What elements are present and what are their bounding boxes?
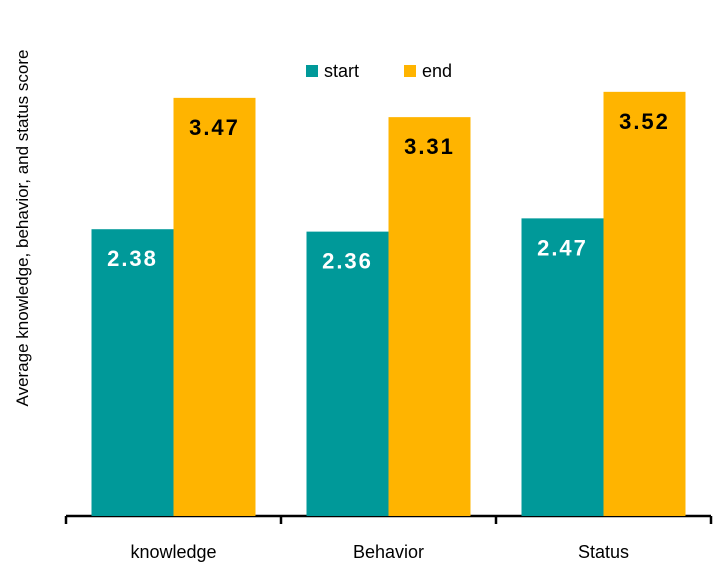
bar-end-behavior (388, 117, 471, 517)
bar-start-knowledge (91, 229, 174, 516)
legend-swatch-end (404, 65, 416, 77)
bar-end-knowledge (173, 97, 256, 517)
data-label-start-knowledge: 2.38 (107, 246, 158, 271)
legend-label-start: start (324, 61, 359, 81)
data-label-end-status: 3.52 (619, 109, 670, 134)
legend-swatch-start (306, 65, 318, 77)
data-label-start-behavior: 2.36 (322, 249, 373, 274)
bar-end-status (603, 91, 686, 516)
legend-label-end: end (422, 61, 452, 81)
x-tick-label-knowledge: knowledge (130, 542, 216, 562)
y-axis-label: Average knowledge, behavior, and status … (13, 49, 32, 407)
data-label-end-knowledge: 3.47 (189, 115, 240, 140)
x-tick-label-status: Status (578, 542, 629, 562)
bar-start-behavior (306, 231, 389, 516)
data-label-start-status: 2.47 (537, 235, 588, 260)
data-label-end-behavior: 3.31 (404, 134, 455, 159)
bar-start-status (521, 218, 604, 517)
x-tick-label-behavior: Behavior (353, 542, 424, 562)
